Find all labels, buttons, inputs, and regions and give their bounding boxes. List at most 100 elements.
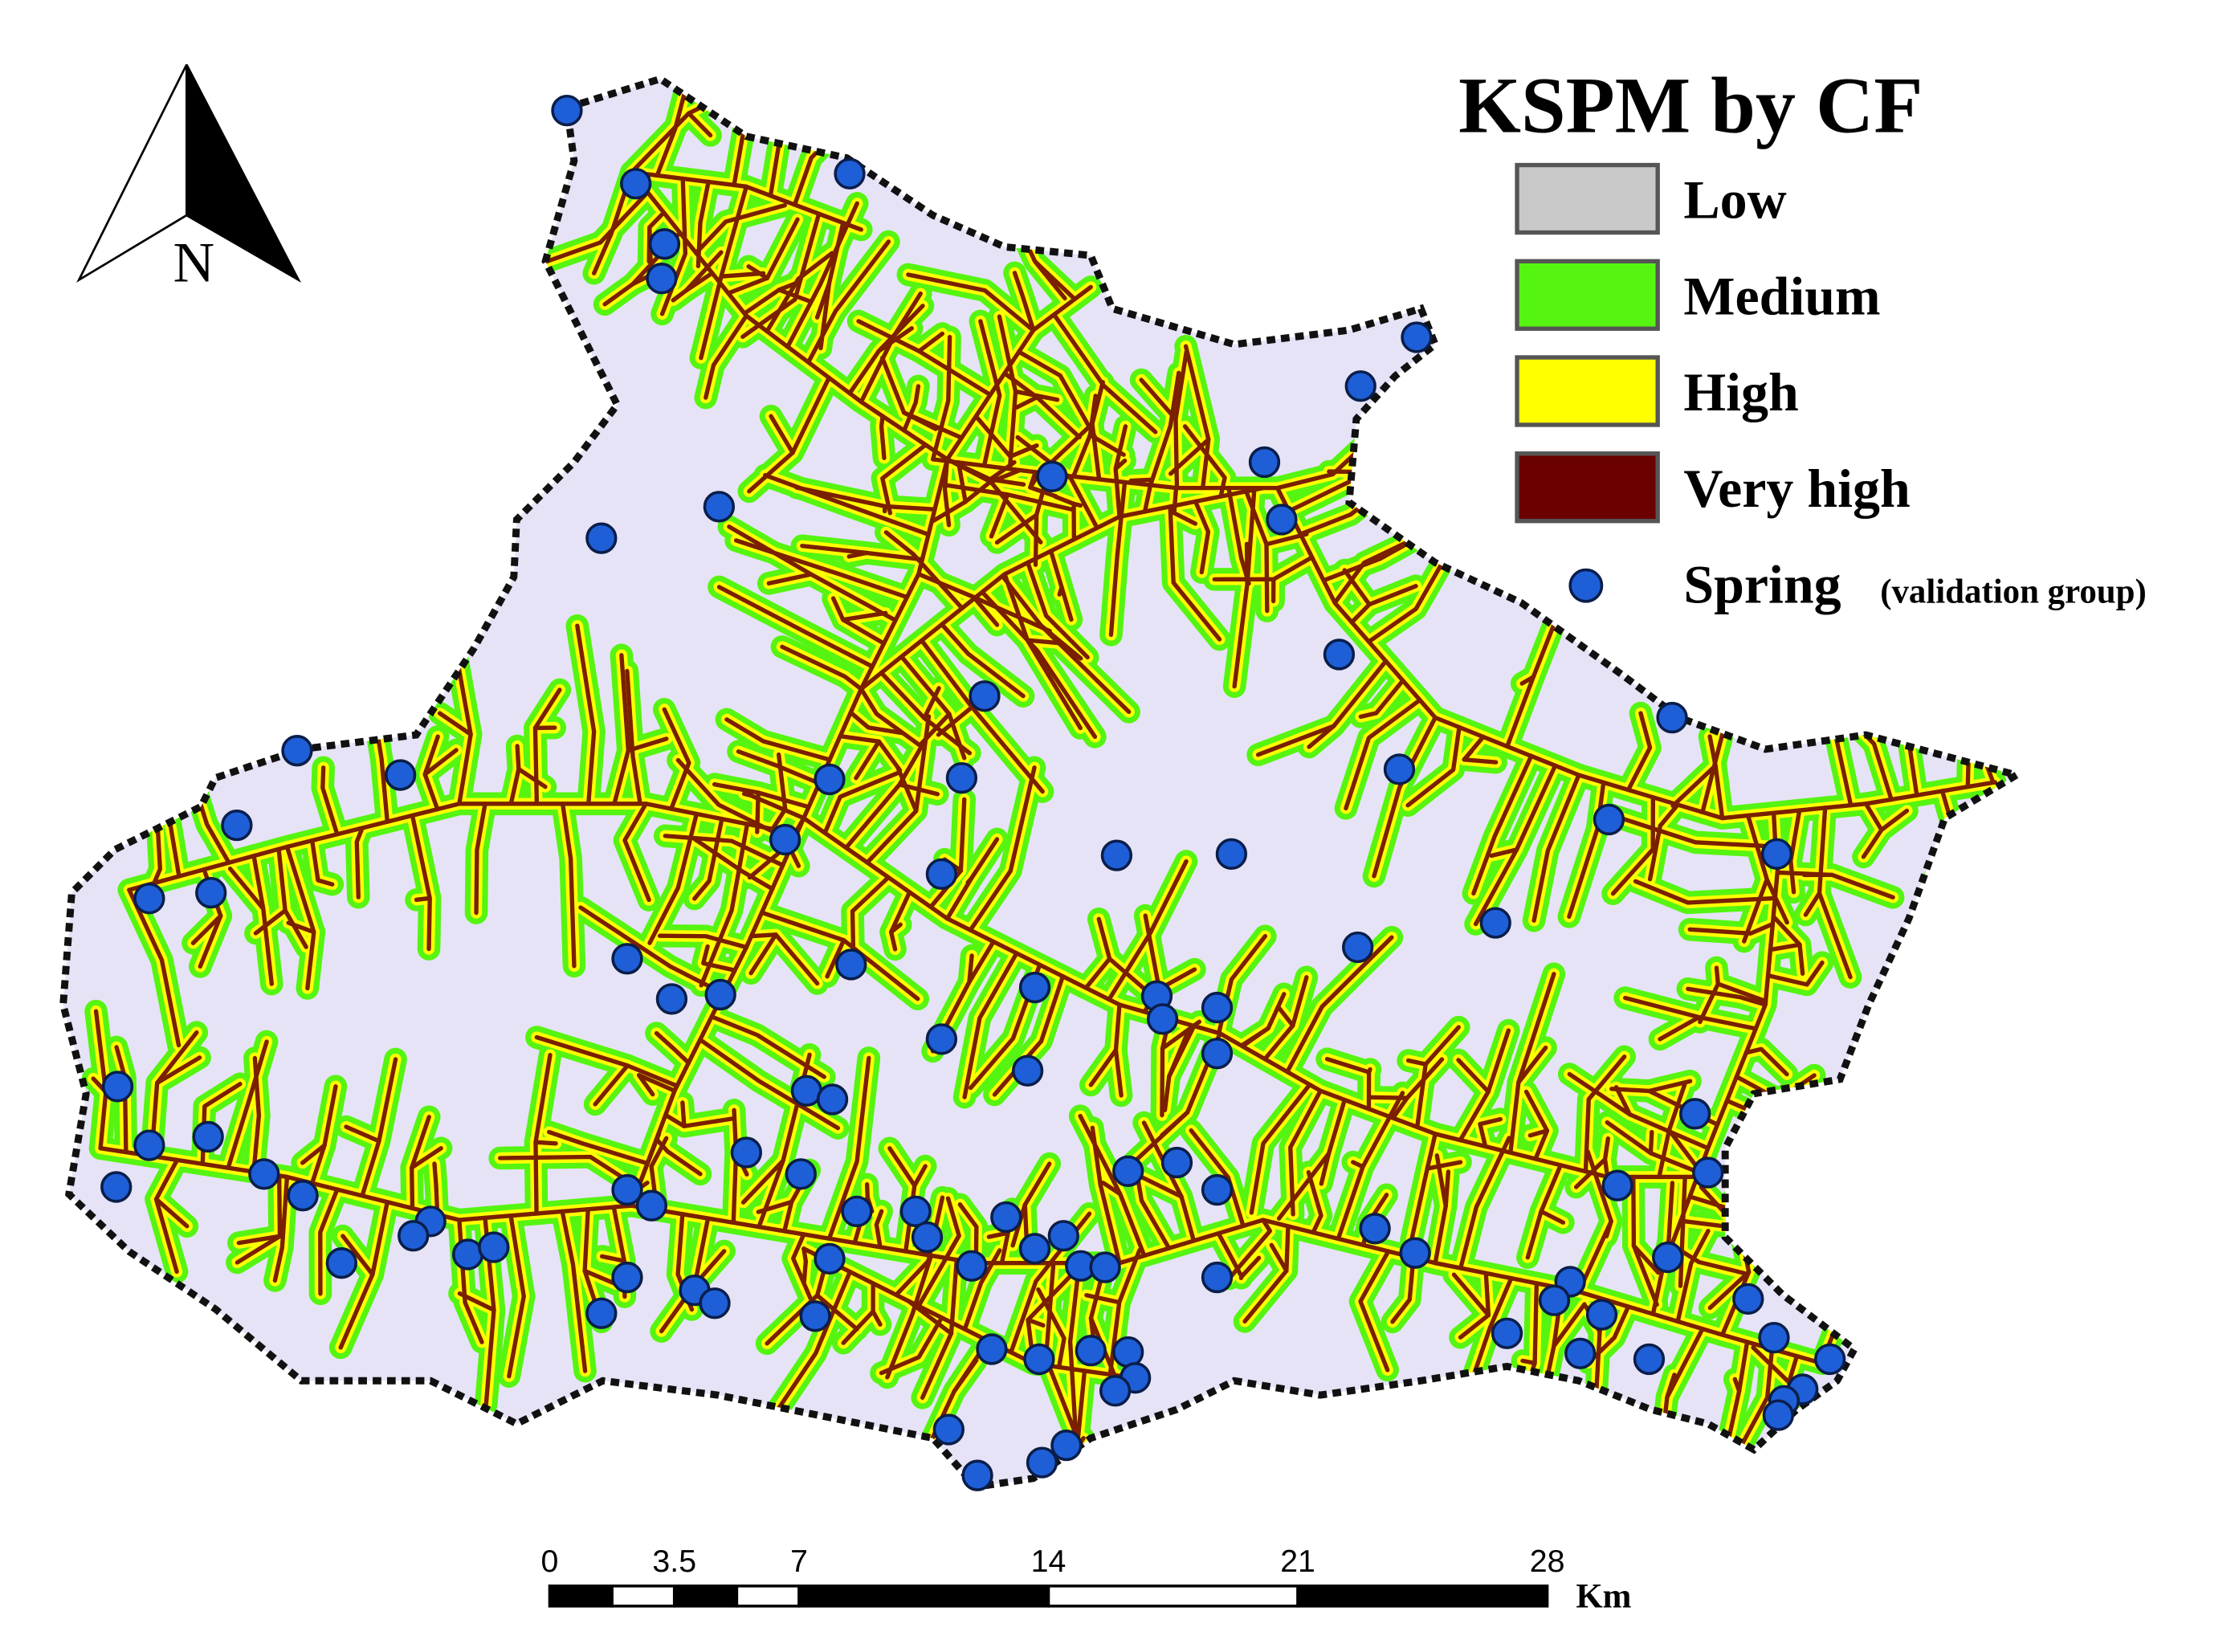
- spring-point: [1491, 1317, 1523, 1349]
- spring-point: [195, 876, 227, 909]
- river-channel: [801, 815, 1711, 1180]
- river-channel: [965, 876, 974, 885]
- spring-point: [1656, 701, 1688, 734]
- river-channel: [1025, 638, 1065, 646]
- river-channel: [226, 1039, 269, 1170]
- river-channel: [1707, 1270, 1752, 1311]
- spring-point: [956, 1250, 988, 1282]
- legend-label: Spring: [1683, 554, 1841, 615]
- river-channel: [695, 179, 711, 268]
- spring-point: [1146, 1003, 1179, 1035]
- river-channel: [1670, 763, 1718, 809]
- river-channel: [474, 802, 487, 916]
- spring-point: [1323, 638, 1356, 671]
- north-arrow: N: [76, 63, 302, 294]
- river-channel: [654, 1136, 703, 1177]
- river-channel: [683, 250, 724, 293]
- river-channel: [1751, 1345, 1792, 1385]
- scale-segment: [610, 1585, 676, 1608]
- legend-label: Very high: [1683, 458, 1910, 519]
- river-channel: [1675, 1228, 1711, 1324]
- river-channel: [1647, 802, 1680, 882]
- spring-point: [635, 1189, 668, 1222]
- legend-spring-symbol: [1568, 568, 1604, 603]
- spring-point: [699, 1287, 731, 1320]
- river-channel: [1139, 377, 1178, 422]
- river-channel: [805, 239, 891, 365]
- river-channel: [1743, 1046, 1789, 1077]
- spring-point: [451, 1238, 484, 1271]
- river-channel: [971, 594, 1000, 627]
- spring-point: [325, 1247, 358, 1279]
- scale-tick-label: 21: [1280, 1544, 1315, 1579]
- river-channel: [968, 765, 1037, 932]
- river-channel: [980, 589, 1098, 740]
- river-channel: [1516, 1045, 1548, 1085]
- scale-segment: [548, 1585, 614, 1608]
- river-channel: [769, 414, 795, 455]
- river-channel: [320, 765, 340, 837]
- scale-segment: [797, 1585, 1050, 1608]
- river-channel: [1520, 1358, 1537, 1365]
- river-channel: [1646, 1079, 1693, 1094]
- spring-point: [1112, 1336, 1144, 1369]
- river-channel: [1405, 1058, 1428, 1067]
- spring-point: [976, 1333, 1008, 1365]
- river-channel: [846, 550, 869, 559]
- spring-point: [478, 1231, 510, 1263]
- river-channel: [129, 807, 172, 822]
- river-channel: [748, 932, 778, 976]
- spring-point: [1593, 803, 1625, 836]
- spring-point: [398, 1220, 430, 1252]
- spring-point: [1112, 1155, 1144, 1187]
- north-label: N: [173, 230, 214, 294]
- river-channel: [1552, 1302, 1587, 1348]
- river-channel: [841, 610, 888, 622]
- river-channel: [1724, 1098, 1875, 1160]
- spring-point: [1075, 1335, 1107, 1367]
- river-channel: [1026, 1317, 1046, 1328]
- spring-point: [585, 522, 618, 554]
- river-channel: [1586, 1304, 1631, 1365]
- river-channel: [1583, 1054, 1627, 1174]
- river-channel: [1140, 1175, 1184, 1199]
- river-channel: [1135, 1173, 1172, 1250]
- river-channel: [636, 1073, 677, 1097]
- river-channel: [1148, 370, 1181, 487]
- river-channel: [1372, 715, 1438, 879]
- river-channel: [1088, 1047, 1119, 1087]
- river-channel: [1269, 1242, 1289, 1273]
- river-channel: [1604, 1218, 1613, 1238]
- spring-point: [133, 883, 165, 915]
- spring-point: [990, 1201, 1022, 1234]
- river-channel: [858, 687, 924, 749]
- river-channel: [663, 834, 785, 868]
- river-channel: [686, 111, 713, 138]
- spring-point: [769, 823, 801, 856]
- river-channel: [986, 1230, 1010, 1239]
- river-channel: [655, 82, 689, 178]
- spring-point: [655, 983, 688, 1015]
- river-buffer-medium: [1715, 1089, 1885, 1170]
- river-channel: [724, 717, 832, 762]
- river-channel: [1489, 847, 1519, 859]
- river-channel: [344, 1124, 381, 1144]
- river-channel: [967, 953, 974, 985]
- river-channel: [437, 711, 473, 737]
- spring-point: [1601, 1169, 1633, 1201]
- spring-point: [1758, 1321, 1790, 1354]
- river-channel: [883, 530, 965, 611]
- spring-point: [648, 228, 681, 260]
- river-channel: [457, 1291, 496, 1312]
- spring-point: [192, 1120, 224, 1153]
- spring-point: [814, 763, 846, 796]
- spring-point: [101, 1071, 134, 1103]
- river-channel: [962, 1248, 1002, 1332]
- river-channel: [622, 802, 651, 903]
- river-channel: [1610, 795, 1656, 896]
- river-channel: [1390, 1255, 1416, 1324]
- river-channel: [236, 1234, 283, 1246]
- river-channel: [1443, 1169, 1451, 1209]
- spring-point: [1089, 1251, 1121, 1283]
